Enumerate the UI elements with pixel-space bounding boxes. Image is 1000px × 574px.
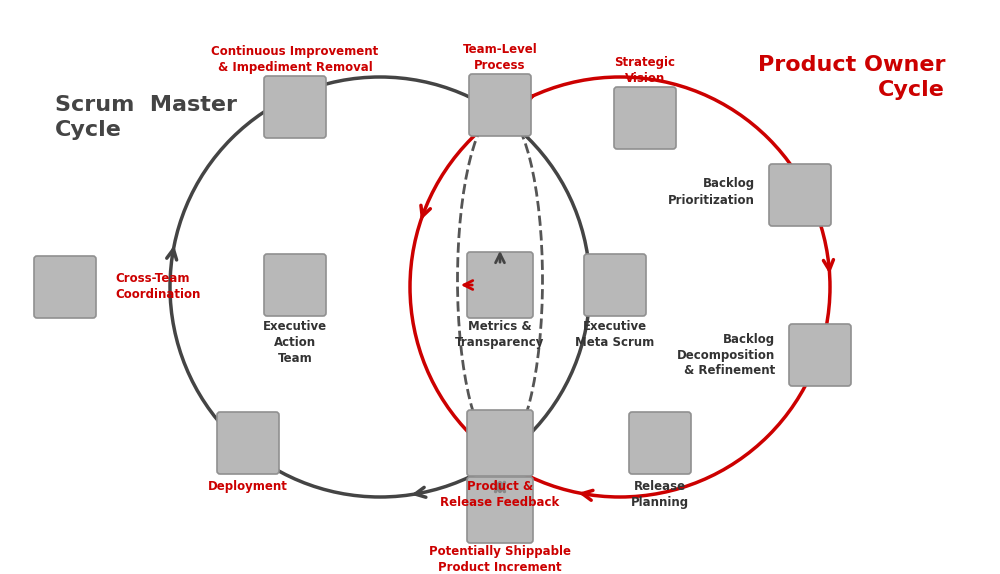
FancyBboxPatch shape xyxy=(584,254,646,316)
FancyBboxPatch shape xyxy=(467,410,533,476)
FancyBboxPatch shape xyxy=(789,324,851,386)
FancyBboxPatch shape xyxy=(614,87,676,149)
FancyBboxPatch shape xyxy=(467,252,533,318)
Text: Backlog
Prioritization: Backlog Prioritization xyxy=(668,177,755,207)
FancyBboxPatch shape xyxy=(34,256,96,318)
Text: Backlog
Decomposition
& Refinement: Backlog Decomposition & Refinement xyxy=(677,332,775,378)
Text: Scrum  Master
Cycle: Scrum Master Cycle xyxy=(55,95,237,140)
Text: Cross-Team
Coordination: Cross-Team Coordination xyxy=(115,273,200,301)
Text: Product Owner
Cycle: Product Owner Cycle xyxy=(758,55,945,100)
Text: Potentially Shippable
Product Increment: Potentially Shippable Product Increment xyxy=(429,545,571,574)
Text: Metrics &
Transparency: Metrics & Transparency xyxy=(455,320,545,349)
Text: Product &
Release Feedback: Product & Release Feedback xyxy=(440,480,560,509)
FancyBboxPatch shape xyxy=(467,477,533,543)
Text: Executive
Meta Scrum: Executive Meta Scrum xyxy=(575,320,655,349)
Text: Strategic
Vision: Strategic Vision xyxy=(614,56,676,85)
Text: Deployment: Deployment xyxy=(208,480,288,493)
Text: Release
Planning: Release Planning xyxy=(631,480,689,509)
Text: Team-Level
Process: Team-Level Process xyxy=(463,43,537,72)
FancyBboxPatch shape xyxy=(217,412,279,474)
Text: Continuous Improvement
& Impediment Removal: Continuous Improvement & Impediment Remo… xyxy=(211,45,379,74)
FancyBboxPatch shape xyxy=(264,254,326,316)
FancyBboxPatch shape xyxy=(469,74,531,136)
FancyBboxPatch shape xyxy=(264,76,326,138)
Text: Executive
Action
Team: Executive Action Team xyxy=(263,320,327,365)
FancyBboxPatch shape xyxy=(769,164,831,226)
FancyBboxPatch shape xyxy=(629,412,691,474)
